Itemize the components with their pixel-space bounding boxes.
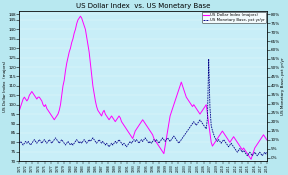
Y-axis label: US Dollar Index  (majors): US Dollar Index (majors) (3, 60, 7, 111)
US Monetary Base, pct yr/yr (28, 142, 31, 144)
US Dollar Index (majors) (64, 70, 67, 72)
US Monetary Base, pct yr/yr (246, 155, 249, 157)
US Dollar Index (majors) (79, 15, 82, 17)
US Dollar Index (majors) (28, 94, 31, 96)
Line: US Dollar Index (majors): US Dollar Index (majors) (19, 16, 267, 159)
US Monetary Base, pct yr/yr (207, 58, 211, 60)
US Dollar Index (majors) (255, 143, 259, 145)
Title: US Dollar Index  vs. US Monetary Base: US Dollar Index vs. US Monetary Base (76, 3, 211, 9)
US Monetary Base, pct yr/yr (84, 140, 87, 142)
Legend: US Dollar Index (majors), US Monetary Base, pct yr/yr: US Dollar Index (majors), US Monetary Ba… (202, 12, 266, 23)
US Monetary Base, pct yr/yr (255, 155, 259, 157)
US Dollar Index (majors) (246, 153, 249, 155)
US Dollar Index (majors) (18, 109, 21, 111)
US Dollar Index (majors) (249, 158, 253, 160)
Y-axis label: US Monetary Base, pct yr/yr: US Monetary Base, pct yr/yr (281, 57, 285, 115)
US Dollar Index (majors) (85, 36, 88, 38)
US Monetary Base, pct yr/yr (18, 142, 21, 144)
US Monetary Base, pct yr/yr (266, 151, 269, 153)
US Dollar Index (majors) (33, 94, 36, 96)
Line: US Monetary Base, pct yr/yr: US Monetary Base, pct yr/yr (19, 59, 267, 156)
US Monetary Base, pct yr/yr (33, 139, 36, 141)
US Monetary Base, pct yr/yr (64, 144, 67, 146)
US Dollar Index (majors) (266, 139, 269, 142)
US Monetary Base, pct yr/yr (247, 153, 250, 155)
